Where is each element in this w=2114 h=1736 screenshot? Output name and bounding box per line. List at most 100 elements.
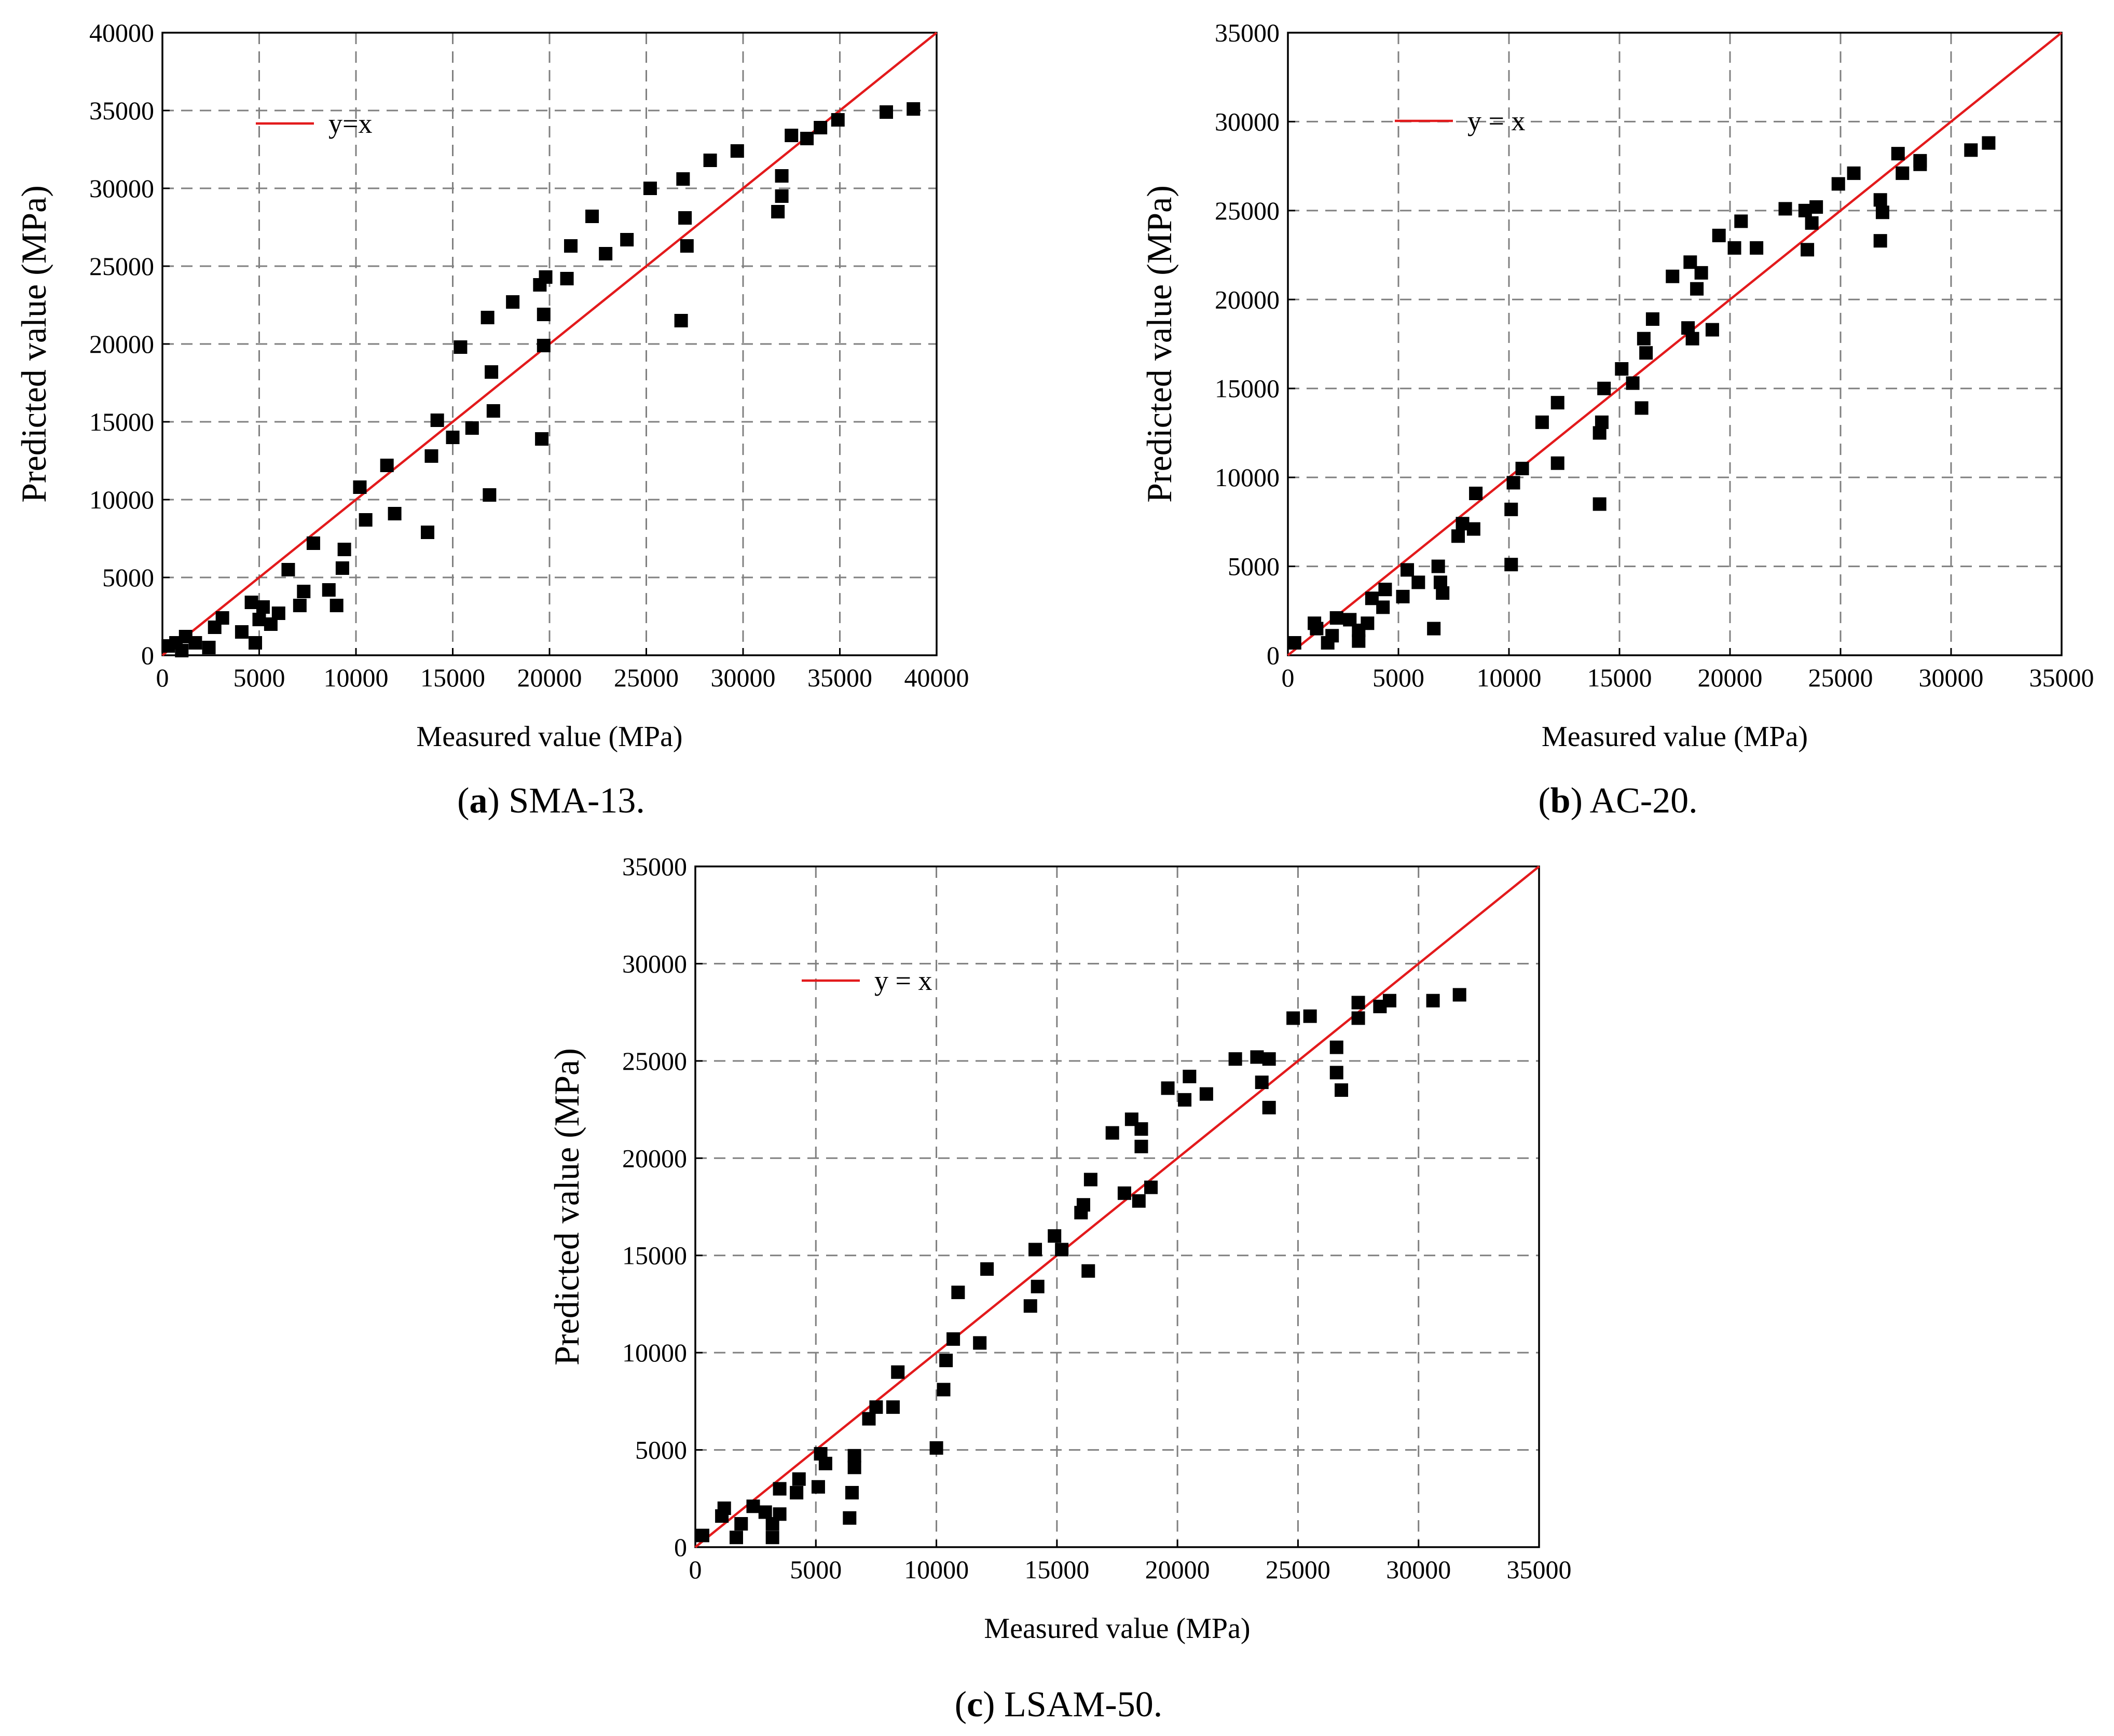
- data-point-a-10: [249, 636, 263, 650]
- data-point-a-54: [730, 144, 744, 158]
- ytick-label-a-0: 0: [141, 641, 154, 670]
- data-point-a-30: [446, 431, 460, 444]
- data-point-c-2: [717, 1501, 731, 1515]
- data-point-c-5: [746, 1499, 760, 1513]
- xtick-label-a-5: 25000: [614, 663, 679, 692]
- data-point-b-4: [1325, 629, 1339, 643]
- data-point-a-9: [244, 596, 258, 609]
- data-point-c-19: [847, 1449, 861, 1463]
- data-point-a-5: [202, 641, 216, 654]
- data-point-b-2: [1310, 622, 1324, 636]
- data-point-a-63: [907, 102, 921, 116]
- data-point-c-62: [1351, 1011, 1365, 1025]
- data-point-b-38: [1637, 332, 1651, 346]
- data-point-b-0: [1287, 636, 1301, 650]
- xtick-label-b-7: 35000: [2029, 663, 2094, 692]
- data-point-c-58: [1329, 1040, 1343, 1054]
- data-point-c-30: [980, 1262, 994, 1276]
- data-point-b-59: [1873, 193, 1887, 207]
- data-point-b-23: [1469, 487, 1483, 500]
- data-point-b-16: [1427, 622, 1441, 636]
- data-point-b-61: [1875, 205, 1889, 219]
- ytick-label-a-1: 5000: [102, 563, 154, 592]
- data-point-c-59: [1329, 1066, 1343, 1080]
- data-point-b-60: [1873, 234, 1887, 248]
- data-point-b-31: [1593, 497, 1607, 511]
- caption-b: (b) AC-20.: [1538, 781, 1697, 821]
- data-point-b-39: [1639, 346, 1653, 360]
- data-point-c-32: [1028, 1243, 1042, 1257]
- data-point-a-48: [643, 182, 657, 195]
- xtick-label-c-1: 5000: [790, 1555, 842, 1584]
- ytick-label-c-3: 15000: [622, 1241, 687, 1270]
- data-point-a-28: [424, 449, 438, 463]
- data-point-b-25: [1504, 502, 1518, 516]
- data-point-c-55: [1262, 1100, 1276, 1114]
- data-point-c-13: [811, 1480, 825, 1494]
- caption-b-text: AC-20.: [1590, 781, 1698, 821]
- ytick-label-a-4: 20000: [89, 329, 154, 359]
- xaxis-label-b: Measured value (MPa): [1542, 721, 1808, 753]
- xtick-label-c-3: 15000: [1024, 1555, 1089, 1584]
- data-point-c-39: [1083, 1173, 1097, 1187]
- data-point-c-28: [951, 1285, 965, 1299]
- caption-b-letter: b: [1550, 781, 1571, 821]
- data-point-a-26: [388, 507, 402, 520]
- data-point-c-6: [758, 1505, 772, 1519]
- caption-a: (a) SMA-13.: [457, 781, 645, 821]
- data-point-b-20: [1451, 529, 1465, 543]
- data-point-b-67: [1982, 136, 1996, 150]
- data-point-c-25: [937, 1383, 951, 1397]
- data-point-a-14: [271, 607, 285, 620]
- data-point-c-29: [973, 1336, 987, 1350]
- yaxis-label-c: Predicted value (MPa): [547, 1048, 586, 1366]
- data-point-a-4: [188, 636, 202, 650]
- data-point-b-56: [1809, 200, 1823, 214]
- data-point-b-40: [1645, 312, 1659, 326]
- data-point-a-53: [703, 154, 717, 167]
- data-point-b-22: [1466, 522, 1480, 536]
- xtick-label-a-0: 0: [156, 663, 169, 692]
- data-point-c-4: [734, 1517, 748, 1531]
- caption-c: (c) LSAM-50.: [955, 1685, 1163, 1725]
- xtick-label-b-4: 20000: [1698, 663, 1763, 692]
- data-point-c-43: [1132, 1194, 1146, 1208]
- data-point-c-20: [862, 1412, 876, 1426]
- data-point-a-61: [831, 113, 845, 127]
- data-point-b-26: [1506, 476, 1520, 490]
- data-point-a-45: [585, 210, 599, 223]
- xtick-label-a-2: 10000: [324, 663, 389, 692]
- data-point-a-35: [485, 365, 499, 379]
- data-point-a-16: [293, 599, 307, 612]
- xtick-label-a-8: 40000: [904, 663, 969, 692]
- data-point-b-27: [1515, 462, 1529, 475]
- data-point-a-44: [564, 239, 578, 253]
- panel-lsam-50: 0 5000 10000 15000 20000 25000 30000 35000 0 5000…: [547, 852, 1572, 1645]
- data-point-b-15: [1411, 575, 1425, 589]
- data-point-c-66: [1452, 988, 1466, 1002]
- data-point-b-49: [1727, 241, 1741, 255]
- data-point-a-22: [337, 543, 351, 556]
- caption-c-letter: c: [967, 1685, 983, 1725]
- data-point-a-31: [454, 340, 468, 354]
- xtick-label-a-1: 5000: [234, 663, 285, 692]
- data-point-a-18: [306, 536, 320, 550]
- data-point-a-62: [880, 105, 894, 119]
- data-point-c-33: [1031, 1279, 1045, 1293]
- data-point-b-50: [1734, 214, 1748, 228]
- data-point-b-29: [1550, 396, 1564, 410]
- ytick-label-a-6: 30000: [89, 174, 154, 203]
- data-point-b-57: [1831, 177, 1845, 191]
- ytick-label-a-8: 40000: [89, 18, 154, 47]
- data-point-b-9: [1361, 616, 1375, 630]
- xtick-label-c-0: 0: [689, 1555, 702, 1584]
- data-point-c-34: [1048, 1229, 1062, 1243]
- xtick-label-a-6: 30000: [711, 663, 776, 692]
- reference-line-b: [1287, 32, 2063, 656]
- data-point-a-47: [620, 233, 634, 246]
- data-point-b-63: [1896, 166, 1910, 180]
- legend-label-b: y = x: [1467, 105, 1525, 136]
- ytick-label-b-4: 20000: [1215, 285, 1280, 314]
- data-point-a-27: [421, 526, 435, 539]
